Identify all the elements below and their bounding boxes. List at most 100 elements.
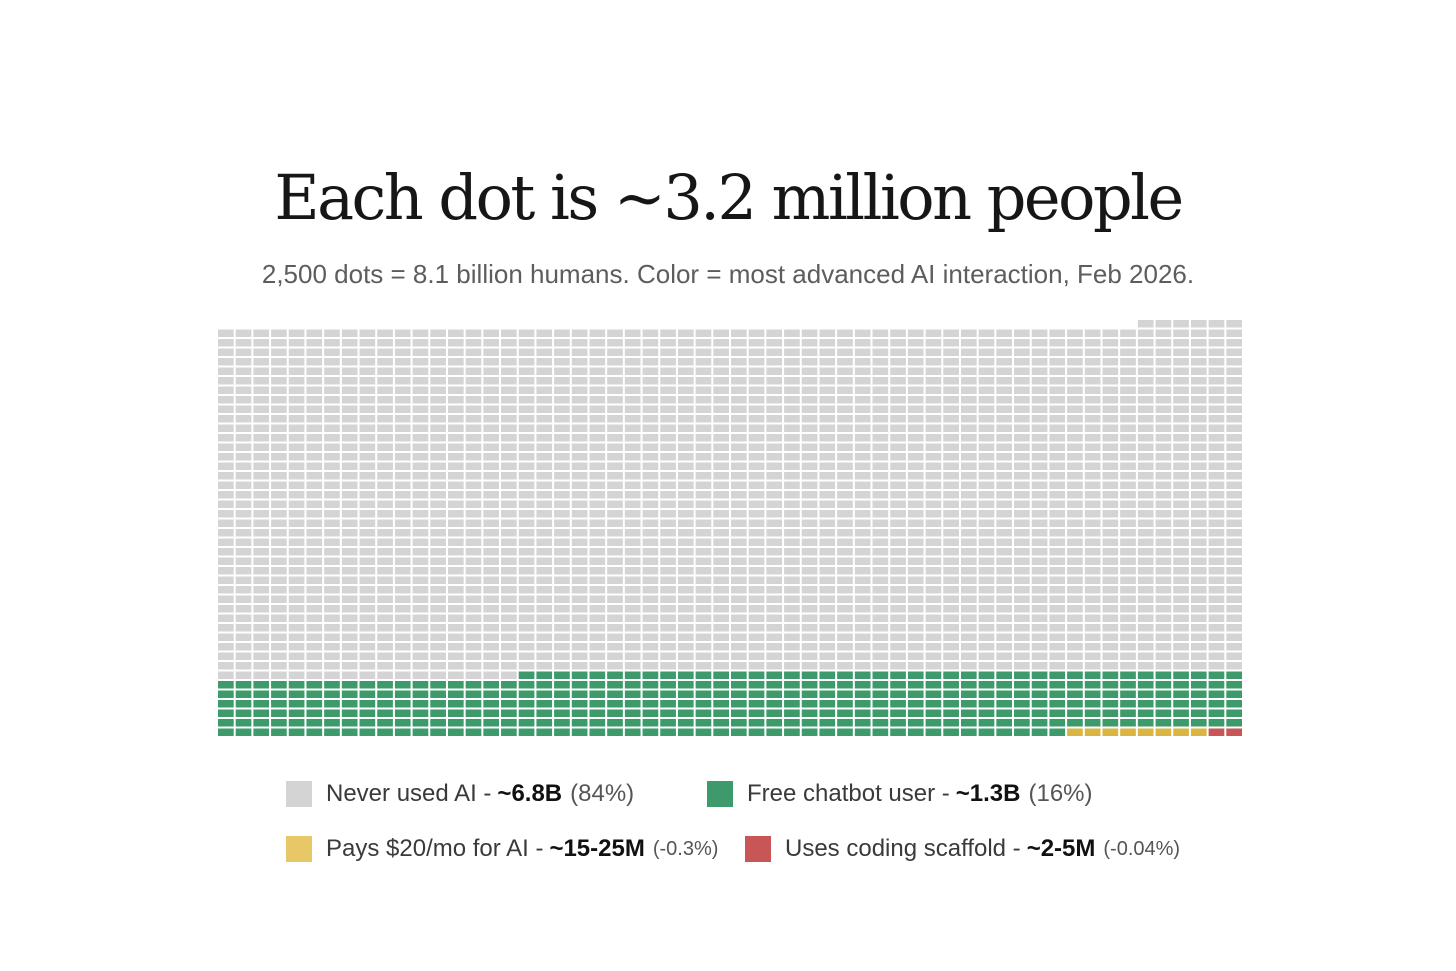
waffle-dot-free: [1049, 681, 1066, 689]
waffle-dot-never: [235, 434, 252, 442]
waffle-dot-never: [1049, 614, 1066, 622]
waffle-dot-never: [218, 377, 234, 385]
waffle-dot-free: [306, 700, 323, 708]
waffle-dot-never: [501, 614, 517, 622]
waffle-dot-never: [341, 538, 358, 546]
waffle-dot-free: [501, 719, 517, 727]
waffle-dot-never: [695, 576, 712, 584]
waffle-dot-free: [1190, 690, 1207, 698]
waffle-dot-never: [483, 576, 500, 584]
waffle-dot-never: [253, 548, 270, 556]
waffle-dot-never: [536, 443, 553, 451]
waffle-dot-never: [288, 329, 305, 337]
waffle-dot-free: [854, 709, 871, 717]
waffle-dot-never: [536, 529, 553, 537]
waffle-dot-never: [359, 595, 376, 603]
waffle-dot-never: [660, 614, 676, 622]
waffle-dot-never: [518, 576, 535, 584]
waffle-dot-never: [359, 396, 376, 404]
waffle-dot-never: [660, 462, 676, 470]
waffle-dot-free: [748, 728, 765, 736]
waffle-dot-never: [430, 529, 446, 537]
waffle-dot-never: [1226, 481, 1242, 489]
waffle-dot-free: [1190, 671, 1207, 679]
waffle-dot-never: [341, 671, 358, 679]
waffle-dot-never: [907, 491, 924, 499]
waffle-dot-never: [483, 586, 500, 594]
waffle-dot-free: [447, 728, 464, 736]
waffle-dot-never: [695, 453, 712, 461]
waffle-dot-never: [218, 586, 234, 594]
waffle-dot-never: [624, 348, 641, 356]
waffle-dot-never: [890, 624, 906, 632]
waffle-dot-never: [960, 557, 977, 565]
waffle-dot-never: [1120, 329, 1136, 337]
waffle-dot-never: [271, 510, 287, 518]
waffle-dot-never: [518, 557, 535, 565]
waffle-dot-never: [288, 396, 305, 404]
waffle-dot-never: [854, 491, 871, 499]
waffle-dot-never: [978, 662, 995, 670]
waffle-dot-never: [677, 662, 694, 670]
waffle-dot-free: [306, 728, 323, 736]
waffle-dot-free: [341, 728, 358, 736]
waffle-dot-free: [235, 719, 252, 727]
waffle-dot-never: [394, 491, 411, 499]
waffle-dot-never: [253, 377, 270, 385]
waffle-dot-never: [1208, 567, 1225, 575]
waffle-dot-never: [1049, 491, 1066, 499]
waffle-dot-never: [784, 595, 800, 603]
waffle-dot-never: [536, 462, 553, 470]
waffle-dot-free: [960, 700, 977, 708]
waffle-dot-free: [359, 719, 376, 727]
waffle-dot-never: [1102, 339, 1119, 347]
waffle-dot-free: [218, 681, 234, 689]
waffle-dot-never: [571, 586, 588, 594]
waffle-dot-never: [536, 633, 553, 641]
waffle-dot-never: [253, 453, 270, 461]
waffle-dot-never: [554, 396, 570, 404]
waffle-dot-never: [872, 567, 889, 575]
waffle-dot-never: [960, 548, 977, 556]
waffle-dot-never: [465, 633, 482, 641]
waffle-dot-never: [1137, 339, 1154, 347]
waffle-dot-free: [748, 700, 765, 708]
waffle-dot-never: [1031, 348, 1048, 356]
waffle-dot-never: [518, 377, 535, 385]
legend-pct-free: (16%): [1028, 780, 1093, 807]
waffle-dot-never: [412, 472, 429, 480]
waffle-dot-never: [554, 529, 570, 537]
waffle-dot-never: [890, 500, 906, 508]
waffle-dot-never: [1155, 519, 1172, 527]
waffle-dot-never: [819, 491, 836, 499]
waffle-dot-never: [1137, 481, 1154, 489]
waffle-dot-never: [324, 348, 340, 356]
waffle-dot-never: [483, 662, 500, 670]
waffle-dot-never: [271, 624, 287, 632]
waffle-dot-never: [324, 424, 340, 432]
waffle-dot-never: [1084, 443, 1101, 451]
waffle-dot-never: [271, 358, 287, 366]
waffle-dot-never: [978, 491, 995, 499]
waffle-dot-never: [271, 424, 287, 432]
waffle-dot-never: [624, 567, 641, 575]
waffle-dot-never: [1102, 453, 1119, 461]
waffle-dot-never: [890, 605, 906, 613]
waffle-dot-never: [483, 624, 500, 632]
waffle-dot-never: [271, 434, 287, 442]
waffle-dot-never: [837, 339, 853, 347]
waffle-dot-never: [695, 481, 712, 489]
waffle-dot-never: [483, 538, 500, 546]
waffle-dot-never: [288, 548, 305, 556]
waffle-dot-never: [925, 586, 942, 594]
waffle-dot-free: [501, 728, 517, 736]
waffle-dot-free: [1137, 709, 1154, 717]
waffle-dot-never: [1031, 605, 1048, 613]
waffle-dot-never: [695, 510, 712, 518]
waffle-dot-never: [571, 396, 588, 404]
waffle-dot-never: [890, 529, 906, 537]
waffle-dot-never: [695, 557, 712, 565]
waffle-dot-free: [713, 719, 729, 727]
waffle-dot-never: [554, 652, 570, 660]
waffle-dot-never: [518, 424, 535, 432]
